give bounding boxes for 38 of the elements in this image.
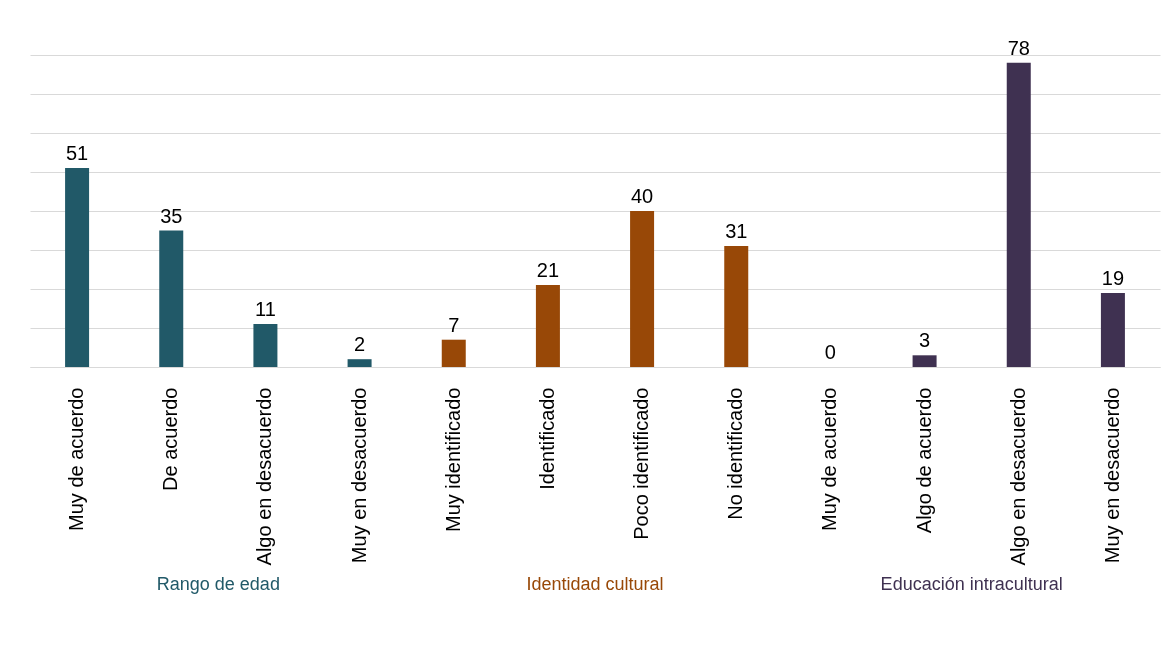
data-label: 0 [824,341,836,363]
text: Rango de edad [156,574,280,594]
bar [630,211,655,367]
data-label: 11 [255,298,276,321]
x-tick-label: Algo en desacuerdo [1006,387,1029,566]
bar [159,230,184,367]
bar [65,168,90,367]
data-label: 78 [1007,36,1030,59]
text: Identidad cultural [526,574,664,594]
x-tick-label: Muy en desacuerdo [1100,387,1123,564]
x-tick-label: Muy de acuerdo [818,387,841,531]
bar [724,246,749,367]
data-label: 31 [725,220,748,243]
data-label: 3 [919,329,931,352]
bar [253,324,278,367]
text: Educación intracultural [880,574,1063,594]
x-tick-label: Algo de acuerdo [912,387,935,534]
x-tick-label: Poco identificado [630,387,653,540]
data-label: 40 [630,185,654,207]
data-label: 7 [448,313,460,336]
bar [1006,62,1031,367]
bar [535,285,560,367]
x-tick-label: Identificado [535,387,558,490]
x-tick-label: Muy de acuerdo [65,387,88,531]
x-tick-label: De acuerdo [159,387,182,491]
x-tick-label: Algo en desacuerdo [253,387,276,566]
bar [347,359,372,367]
bar [441,339,466,367]
data-label: 21 [536,259,560,282]
data-label: 2 [354,333,366,356]
data-label: 51 [65,142,89,165]
x-tick-label: No identificado [724,387,747,520]
bar [912,355,937,367]
x-tick-label: Muy identificado [441,387,464,533]
data-label: 35 [160,204,183,227]
x-tick-label: Muy en desacuerdo [347,387,370,564]
bar [1100,292,1125,367]
data-label: 19 [1101,266,1125,289]
